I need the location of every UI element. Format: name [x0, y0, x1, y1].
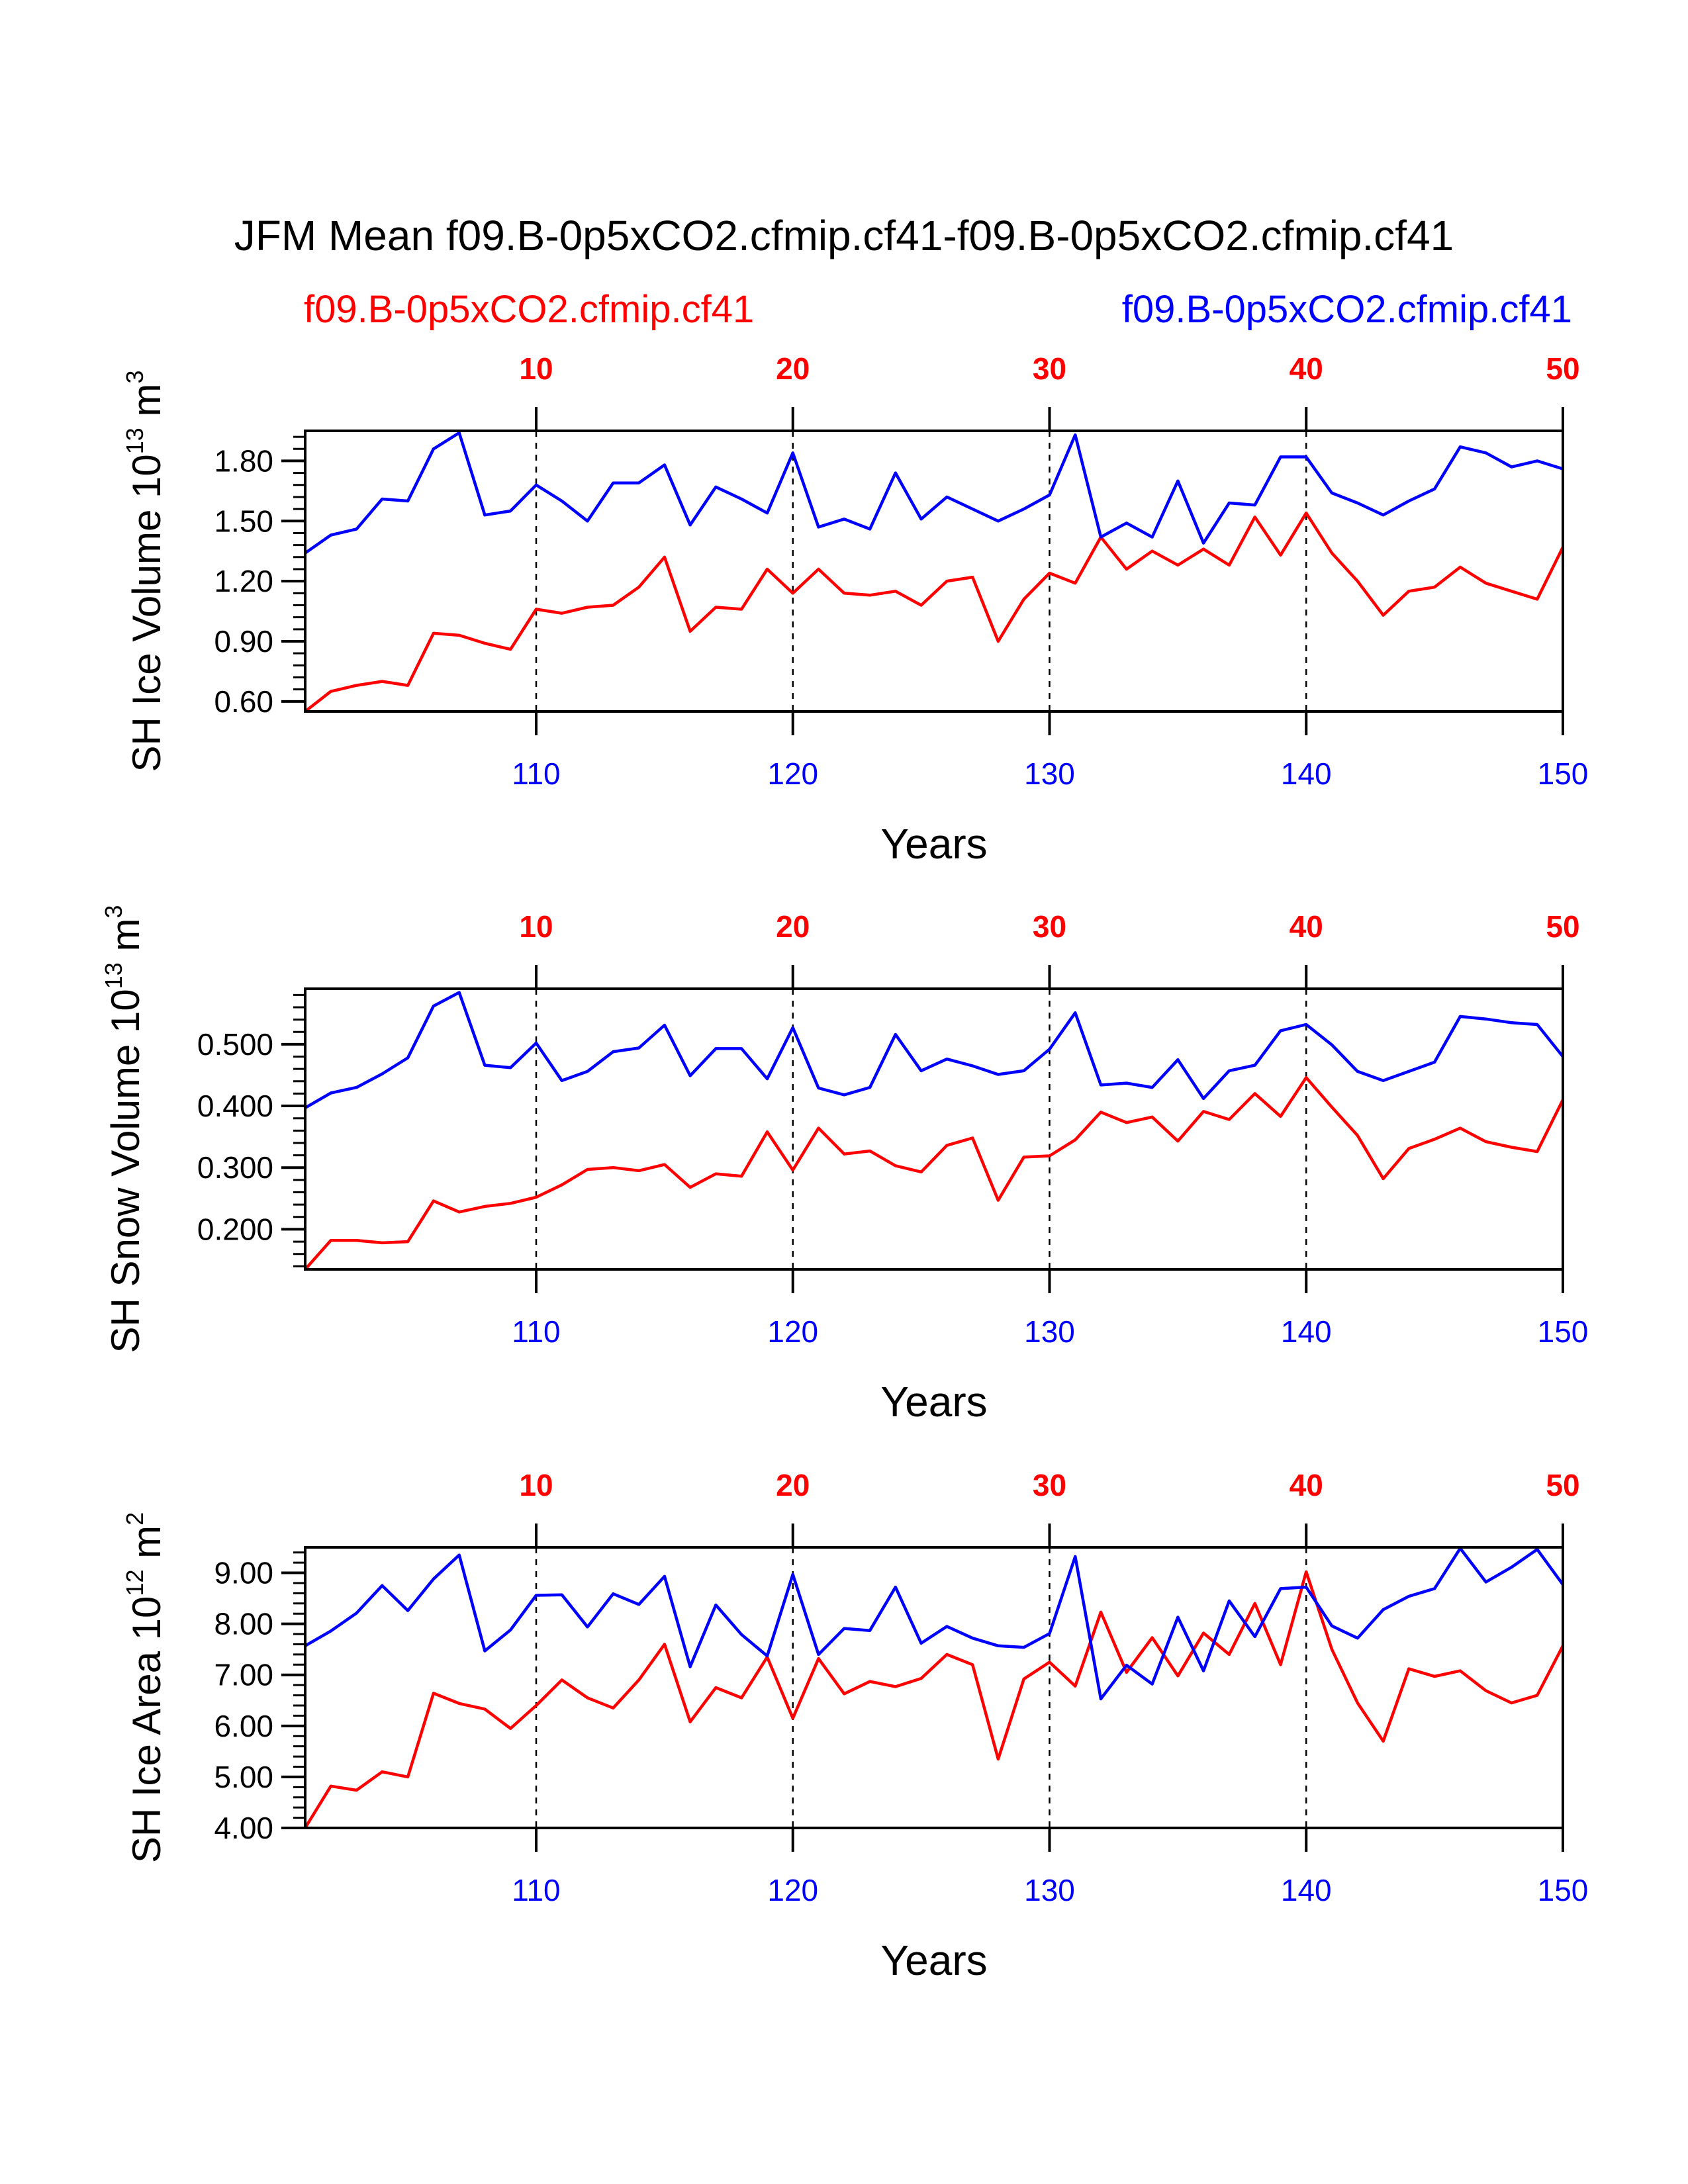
x-bottom-tick-label: 150 [1538, 1873, 1589, 1907]
panels: 0.60 0.90 1.20 1.50 1.80 110 10 120 20 130 30 140 40… [100, 351, 1588, 1984]
x-top-tick-label: 50 [1546, 1468, 1579, 1502]
y-tick-label: 4.00 [214, 1811, 273, 1845]
x-bottom-tick-label: 130 [1024, 756, 1075, 791]
chart-panel-2: 0.200 0.300 0.400 0.500 110 10 120 20 130 30 140 40… [100, 905, 1588, 1426]
y-tick-label: 0.500 [197, 1027, 273, 1062]
y-axis-title-text: SH Ice Volume 10 [124, 454, 169, 772]
y-tick-label: 5.00 [214, 1760, 273, 1794]
x-top-tick-label: 40 [1289, 909, 1323, 944]
y-axis-title-exponent: 13 [100, 962, 127, 989]
x-top-tick-label: 40 [1289, 351, 1323, 386]
x-top-tick-label: 10 [519, 351, 553, 386]
y-tick-label: 1.80 [214, 443, 273, 478]
y-minor-ticks [293, 993, 305, 1267]
x-bottom-tick-label: 130 [1024, 1314, 1075, 1349]
x-bottom-tick-label: 140 [1281, 1873, 1332, 1907]
x-top-tick-label: 20 [776, 351, 810, 386]
y-axis-title-text: SH Snow Volume 10 [103, 989, 148, 1353]
y-tick-label: 0.200 [197, 1212, 273, 1246]
y-tick-label: 1.20 [214, 564, 273, 598]
x-top-tick-label: 30 [1033, 909, 1066, 944]
y-axis-title-unit-exponent: 3 [121, 371, 148, 384]
x-axis-title: Years [880, 820, 987, 868]
x-axis-title: Years [880, 1378, 987, 1426]
x-bottom-tick-label: 130 [1024, 1873, 1075, 1907]
subtitle-left: f09.B-0p5xCO2.cfmip.cf41 [304, 288, 754, 331]
y-axis-title-unit: m [103, 919, 148, 963]
series-line-blue [304, 431, 1564, 555]
y-tick-label: 7.00 [214, 1658, 273, 1692]
x-bottom-tick-label: 110 [512, 1873, 560, 1907]
series-line-blue [304, 991, 1564, 1109]
series-line-red [304, 1075, 1565, 1271]
y-tick-label: 9.00 [214, 1556, 273, 1590]
plot-frame [304, 430, 1564, 713]
y-axis-title-unit: m [124, 1525, 169, 1570]
y-axis-title-exponent: 12 [121, 1570, 148, 1596]
x-bottom-tick-label: 150 [1538, 756, 1589, 791]
x-bottom-tick-label: 110 [512, 1314, 560, 1349]
x-bottom-tick-label: 120 [767, 1314, 818, 1349]
y-minor-ticks [293, 1551, 305, 1829]
y-axis-title: SH Snow Volume 1013 m3 [100, 905, 148, 1353]
y-tick-label: 0.90 [214, 624, 273, 659]
x-top-tick-label: 10 [519, 1468, 553, 1502]
x-top-tick-label: 50 [1546, 909, 1579, 944]
x-axis-title: Years [880, 1936, 987, 1984]
y-axis-title: SH Ice Volume 1013 m3 [121, 371, 169, 772]
x-top-tick-label: 30 [1033, 1468, 1066, 1502]
x-top-tick-label: 20 [776, 909, 810, 944]
x-bottom-tick-label: 150 [1538, 1314, 1589, 1349]
x-bottom-tick-label: 140 [1281, 756, 1332, 791]
x-bottom-tick-label: 140 [1281, 1314, 1332, 1349]
figure-title: JFM Mean f09.B-0p5xCO2.cfmip.cf41-f09.B-… [234, 212, 1454, 259]
plot-frame [304, 1546, 1564, 1829]
series-line-red [304, 511, 1565, 713]
series-line-blue [304, 1547, 1564, 1701]
y-tick-label: 8.00 [214, 1607, 273, 1641]
y-tick-label: 6.00 [214, 1709, 273, 1743]
y-tick-label: 0.60 [214, 684, 273, 719]
y-axis-title-text: SH Ice Area 10 [124, 1596, 169, 1864]
x-bottom-tick-label: 120 [767, 1873, 818, 1907]
x-top-tick-label: 10 [519, 909, 553, 944]
y-tick-label: 1.50 [214, 504, 273, 538]
y-axis-title: SH Ice Area 1012 m2 [121, 1512, 169, 1863]
plot-frame [304, 987, 1564, 1271]
x-top-tick-label: 50 [1546, 351, 1579, 386]
chart-panel-3: 4.00 5.00 6.00 7.00 8.00 9.00 110 10 120 20 130 30 1… [121, 1468, 1588, 1984]
y-minor-ticks [293, 435, 305, 703]
chart-panel-1: 0.60 0.90 1.20 1.50 1.80 110 10 120 20 130 30 140 40… [121, 351, 1588, 868]
y-tick-label: 0.400 [197, 1089, 273, 1123]
x-top-tick-label: 40 [1289, 1468, 1323, 1502]
y-axis-title-unit: m [124, 384, 169, 428]
y-axis-title-unit-exponent: 3 [100, 905, 127, 918]
y-axis-title-unit-exponent: 2 [121, 1512, 148, 1525]
x-bottom-tick-label: 110 [512, 756, 560, 791]
y-axis-title-exponent: 13 [121, 428, 148, 454]
y-tick-label: 0.300 [197, 1150, 273, 1185]
x-top-tick-label: 30 [1033, 351, 1066, 386]
x-top-tick-label: 20 [776, 1468, 810, 1502]
x-bottom-tick-label: 120 [767, 756, 818, 791]
subtitle-right: f09.B-0p5xCO2.cfmip.cf41 [1122, 288, 1572, 331]
series-line-red [304, 1570, 1564, 1829]
